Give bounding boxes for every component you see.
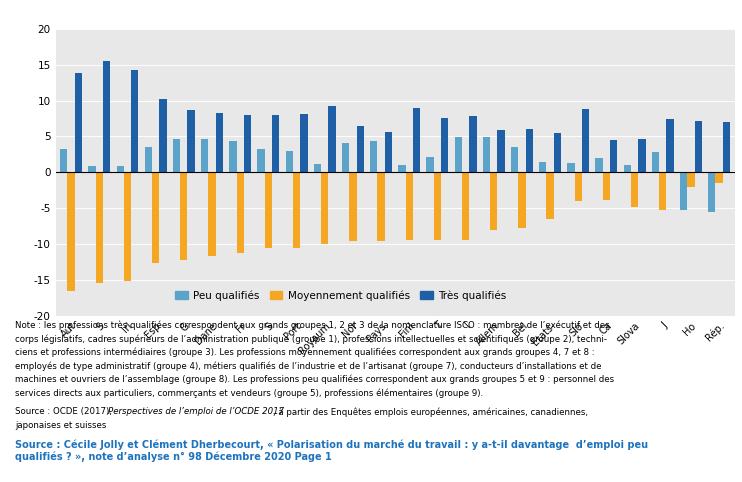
Bar	[329, 107, 335, 173]
Bar	[384, 132, 392, 173]
Bar	[152, 173, 160, 263]
Bar	[603, 173, 610, 200]
Bar	[441, 118, 448, 173]
Bar	[124, 173, 131, 281]
Text: services directs aux particuliers, commerçants et vendeurs (groupe 5), professio: services directs aux particuliers, comme…	[15, 388, 483, 398]
Text: corps législatifs, cadres supérieurs de l’administration publique (groupe 1), pr: corps législatifs, cadres supérieurs de …	[15, 334, 607, 344]
Bar	[554, 133, 561, 173]
Bar	[314, 164, 321, 173]
Bar	[398, 165, 406, 173]
Bar	[623, 165, 631, 173]
Text: japonaises et suisses: japonaises et suisses	[15, 421, 106, 430]
Bar	[209, 173, 216, 256]
Bar	[188, 110, 195, 173]
Bar	[462, 173, 469, 241]
Bar	[680, 173, 687, 210]
Bar	[518, 173, 525, 228]
Bar	[638, 139, 646, 173]
Bar	[497, 130, 505, 173]
Bar	[116, 166, 124, 173]
Bar	[666, 119, 674, 173]
Bar	[96, 173, 103, 283]
Bar	[574, 173, 582, 201]
Text: employés de type administratif (groupe 4), métiers qualifiés de l’industrie et d: employés de type administratif (groupe 4…	[15, 361, 601, 371]
Bar	[525, 129, 533, 173]
Bar	[567, 163, 574, 173]
Bar	[180, 173, 188, 260]
Bar	[539, 162, 546, 173]
Bar	[687, 173, 695, 187]
Bar	[695, 121, 702, 173]
Bar	[301, 114, 307, 173]
Bar	[595, 158, 603, 173]
Bar	[651, 152, 659, 173]
Bar	[229, 142, 237, 173]
Bar	[610, 140, 617, 173]
Text: Source : Cécile Jolly et Clément Dherbecourt, « Polarisation du marché du travai: Source : Cécile Jolly et Clément Dherbec…	[15, 439, 648, 462]
Bar	[103, 61, 111, 173]
Text: Source : OCDE (2017),: Source : OCDE (2017),	[15, 407, 114, 416]
Bar	[708, 173, 715, 212]
Bar	[60, 149, 68, 173]
Bar	[434, 173, 441, 241]
Bar	[631, 173, 638, 207]
Bar	[469, 116, 476, 173]
Bar	[173, 139, 180, 173]
Bar	[75, 73, 82, 173]
Bar	[88, 166, 96, 173]
Text: ciens et professions intermédiaires (groupe 3). Les professions moyennement qual: ciens et professions intermédiaires (gro…	[15, 348, 594, 357]
Bar	[68, 173, 75, 291]
Bar	[237, 173, 244, 253]
Bar	[272, 115, 279, 173]
Bar	[356, 126, 364, 173]
Bar	[723, 122, 730, 173]
Bar	[244, 115, 251, 173]
Bar	[201, 139, 209, 173]
Bar	[582, 109, 589, 173]
Bar	[511, 147, 518, 173]
Bar	[483, 137, 490, 173]
Bar	[342, 143, 349, 173]
Bar	[216, 113, 223, 173]
Bar	[455, 137, 462, 173]
Bar	[265, 173, 272, 248]
Text: Note : les professions très qualifiées correspondent aux grands groupes 1, 2 et : Note : les professions très qualifiées c…	[15, 321, 609, 330]
Bar	[160, 99, 167, 173]
Bar	[321, 173, 329, 244]
Bar	[145, 147, 152, 173]
Bar	[293, 173, 301, 248]
Bar	[131, 70, 139, 173]
Bar	[715, 173, 723, 183]
Text: Perspectives de l’emploi de l’OCDE 2017: Perspectives de l’emploi de l’OCDE 2017	[108, 407, 284, 416]
Bar	[427, 157, 434, 173]
Bar	[257, 149, 265, 173]
Bar	[286, 151, 293, 173]
Bar	[378, 173, 384, 241]
Bar	[349, 173, 356, 241]
Bar	[546, 173, 554, 219]
Bar	[413, 108, 420, 173]
Bar	[406, 173, 413, 241]
Legend: Peu qualifiés, Moyennement qualifiés, Très qualifiés: Peu qualifiés, Moyennement qualifiés, Tr…	[171, 286, 510, 305]
Text: , à partir des Enquêtes emplois européennes, américaines, canadiennes,: , à partir des Enquêtes emplois européen…	[273, 407, 588, 417]
Text: machines et ouvriers de l’assemblage (groupe 8). Les professions peu qualifiées : machines et ouvriers de l’assemblage (gr…	[15, 375, 614, 384]
Bar	[659, 173, 666, 210]
Bar	[370, 141, 378, 173]
Bar	[490, 173, 497, 230]
